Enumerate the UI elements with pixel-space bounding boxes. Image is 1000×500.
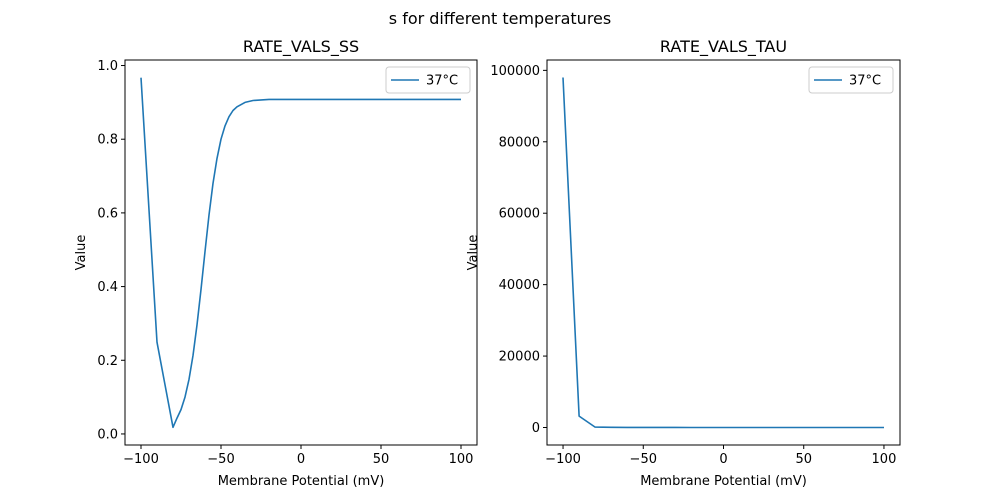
legend-label: 37°C [849, 74, 881, 89]
figure-title: s for different temperatures [389, 9, 611, 28]
legend: 37°C [808, 66, 894, 94]
x-tick-label: 50 [795, 452, 812, 467]
legend-box [385, 66, 471, 94]
legend-box [808, 66, 894, 94]
x-tick-label: 0 [719, 452, 727, 467]
axes-frame [546, 59, 901, 446]
x-tick-label: −50 [630, 452, 657, 467]
x-axis-label: Membrane Potential (mV) [640, 474, 807, 489]
subplot-rate-vals-ss: RATE_VALS_SS −100 −50 0 50 100 0.0 0.2 0.4 0.6 0.8… [74, 37, 478, 489]
series-line [140, 77, 461, 429]
subplot-title: RATE_VALS_SS [243, 37, 359, 57]
x-tick-label: 100 [872, 452, 897, 467]
y-tick-label: 40000 [499, 278, 540, 293]
y-tick-label: 0.4 [97, 280, 118, 295]
legend-label: 37°C [426, 74, 458, 89]
subplot-rate-vals-tau: RATE_VALS_TAU −100 −50 0 50 100 0 20000 40000 600… [466, 37, 901, 489]
x-tick-label: −100 [123, 452, 159, 467]
y-tick-label: 20000 [499, 350, 540, 365]
subplot-title: RATE_VALS_TAU [660, 37, 787, 57]
y-tick-label: 0.2 [97, 354, 118, 369]
y-axis-label: Value [466, 235, 481, 271]
y-tick-label: 0 [532, 421, 540, 436]
x-tick-label: −50 [207, 452, 234, 467]
x-tick-label: 50 [373, 452, 390, 467]
y-tick-label: 60000 [499, 207, 540, 222]
y-tick-label: 1.0 [97, 59, 118, 74]
legend: 37°C [385, 66, 471, 94]
y-axis-label: Value [74, 235, 89, 271]
x-axis-label: Membrane Potential (mV) [218, 474, 385, 489]
y-tick-label: 80000 [499, 135, 540, 150]
y-tick-label: 100000 [490, 64, 540, 79]
series-line [562, 77, 884, 429]
x-tick-label: 0 [297, 452, 305, 467]
axes-frame [124, 59, 478, 446]
x-tick-label: 100 [449, 452, 474, 467]
x-tick-label: −100 [545, 452, 581, 467]
y-tick-label: 0.6 [97, 206, 118, 221]
y-tick-label: 0.8 [97, 133, 118, 148]
y-tick-label: 0.0 [97, 427, 118, 442]
